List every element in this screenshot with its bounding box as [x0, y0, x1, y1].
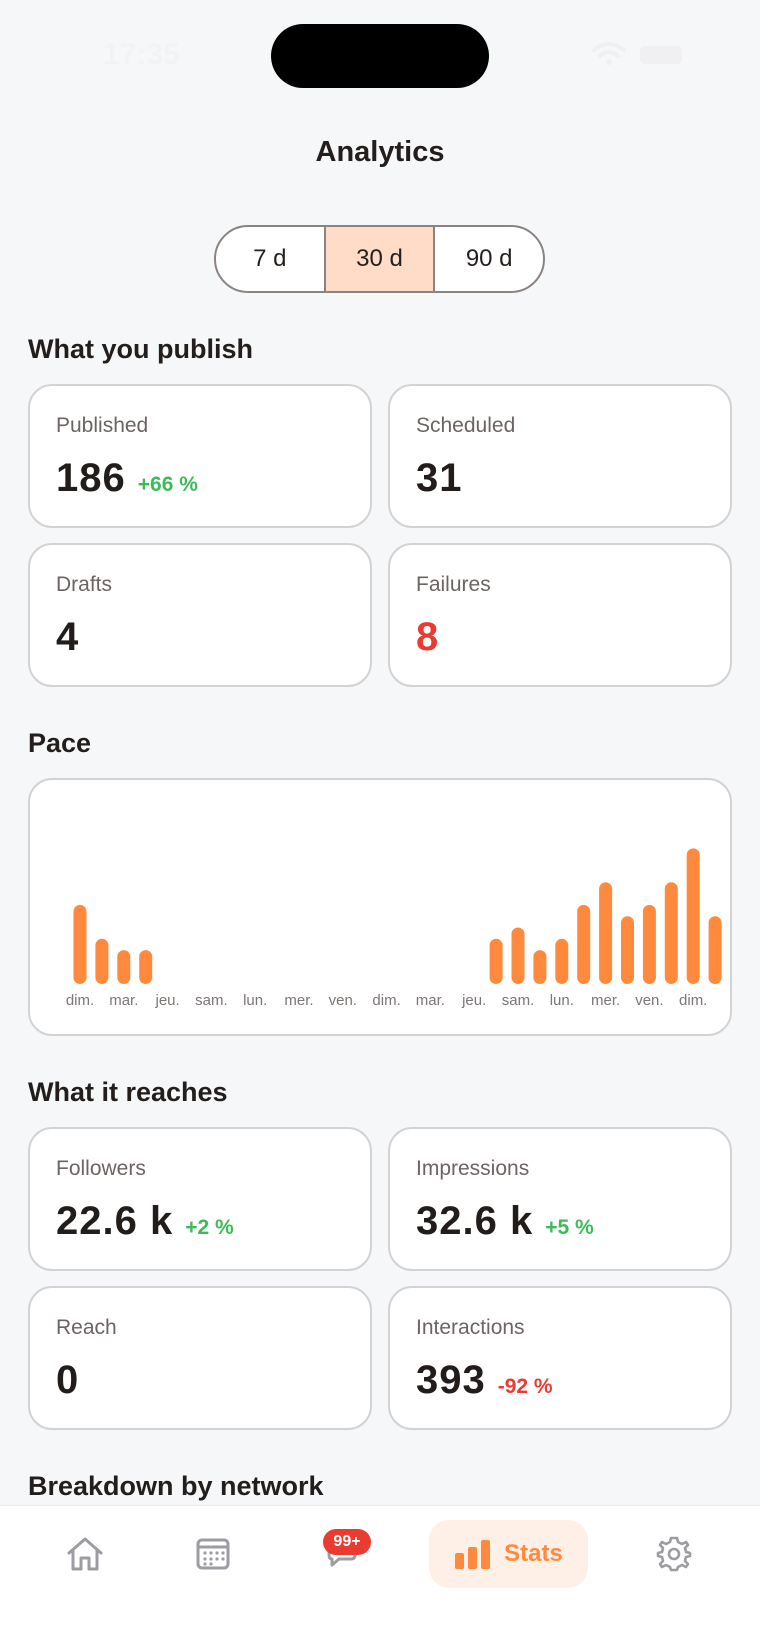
pace-bar [642, 904, 656, 984]
interactions-card[interactable]: Interactions 393 -92 % [388, 1286, 732, 1430]
failures-card[interactable]: Failures 8 [388, 543, 732, 687]
card-value: 31 [416, 456, 463, 500]
pace-bar [621, 916, 634, 984]
card-value: 393 [416, 1358, 486, 1402]
pace-bar [708, 916, 722, 984]
card-value: 186 [56, 456, 126, 500]
card-label: Scheduled [416, 414, 516, 437]
pace-bar [117, 950, 131, 984]
period-30d[interactable]: 30 d [323, 227, 434, 291]
card-delta: +5 % [545, 1216, 594, 1239]
card-label: Failures [416, 573, 491, 596]
card-label: Followers [56, 1157, 146, 1180]
card-delta: -92 % [497, 1375, 553, 1398]
reach-section-title: What it reaches [28, 1077, 228, 1107]
period-90d[interactable]: 90 d [433, 227, 543, 291]
followers-card[interactable]: Followers 22.6 k +2 % [28, 1127, 372, 1271]
pace-x-tick-label: jeu. [155, 992, 180, 1009]
pace-bar [577, 904, 591, 984]
pace-x-tick-label: ven. [329, 992, 357, 1009]
nav-settings[interactable] [644, 1520, 704, 1588]
card-value: 8 [416, 615, 440, 659]
impressions-card[interactable]: Impressions 32.6 k +5 % [388, 1127, 732, 1271]
reach-card[interactable]: Reach 0 [28, 1286, 372, 1430]
pace-section-title: Pace [28, 728, 92, 758]
pace-bar [95, 938, 109, 984]
nav-calendar[interactable] [183, 1520, 243, 1588]
pace-bar [511, 927, 525, 984]
pace-x-tick-label: ven. [635, 992, 663, 1009]
publish-section-title: What you publish [28, 334, 253, 364]
period-7d[interactable]: 7 d [253, 245, 287, 272]
nav-stats[interactable]: Stats [429, 1520, 588, 1588]
card-label: Reach [56, 1316, 117, 1339]
breakdown-section-title: Breakdown by network [28, 1471, 324, 1501]
card-label: Interactions [416, 1316, 525, 1339]
nav-stats-label: Stats [504, 1540, 563, 1567]
card-value: 4 [56, 615, 80, 659]
stats-icon [455, 1540, 491, 1569]
pace-x-tick-label: jeu. [461, 992, 486, 1009]
pace-bar [489, 938, 503, 984]
pace-bar [73, 904, 87, 984]
dynamic-island [271, 24, 489, 88]
wifi-icon [592, 42, 626, 65]
pace-x-tick-label: sam. [195, 992, 228, 1009]
card-value: 22.6 k [56, 1199, 174, 1243]
pace-x-tick-label: mer. [591, 992, 620, 1009]
messages-badge: 99+ [323, 1529, 371, 1555]
card-label: Impressions [416, 1157, 530, 1180]
battery-icon [640, 46, 682, 64]
pace-x-tick-label: mer. [284, 992, 313, 1009]
pace-x-tick-label: lun. [243, 992, 267, 1009]
calendar-icon [196, 1538, 230, 1570]
card-value: 0 [56, 1358, 80, 1402]
pace-x-tick-label: dim. [372, 992, 400, 1009]
gear-icon [656, 1536, 692, 1572]
status-bar: 17:35 [0, 0, 760, 110]
home-icon [67, 1537, 103, 1571]
pace-x-tick-label: mar. [416, 992, 445, 1009]
status-time: 17:35 [103, 38, 180, 71]
pace-chart-card: dim. mar. jeu. sam. lun. mer. ven. dim. mar. jeu.… [28, 778, 732, 1036]
pace-x-tick-label: dim. [679, 992, 707, 1009]
pace-x-tick-label: sam. [502, 992, 535, 1009]
pace-x-tick-label: mar. [109, 992, 138, 1009]
bottom-nav: 99+ Stats [0, 1505, 760, 1652]
pace-x-tick-label: lun. [550, 992, 574, 1009]
page-title: Analytics [315, 136, 445, 168]
pace-bar [139, 950, 153, 984]
pace-chart: dim. mar. jeu. sam. lun. mer. ven. dim. mar. jeu.… [66, 848, 722, 1009]
card-delta: +66 % [137, 473, 198, 496]
card-delta: +2 % [185, 1216, 234, 1239]
pace-bar [664, 882, 678, 984]
drafts-card[interactable]: Drafts 4 [28, 543, 372, 687]
scheduled-card[interactable]: Scheduled 31 [388, 384, 732, 528]
pace-bar [555, 938, 569, 984]
published-card[interactable]: Published 186 +66 % [28, 384, 372, 528]
pace-x-tick-label: dim. [66, 992, 94, 1009]
pace-bar [686, 848, 700, 984]
card-value: 32.6 k [416, 1199, 534, 1243]
period-selector: 7 d 30 d 90 d [214, 225, 545, 293]
card-label: Drafts [56, 573, 113, 596]
pace-bar [533, 950, 547, 984]
card-label: Published [56, 414, 149, 437]
nav-home[interactable] [55, 1520, 115, 1588]
pace-bar [599, 882, 613, 984]
